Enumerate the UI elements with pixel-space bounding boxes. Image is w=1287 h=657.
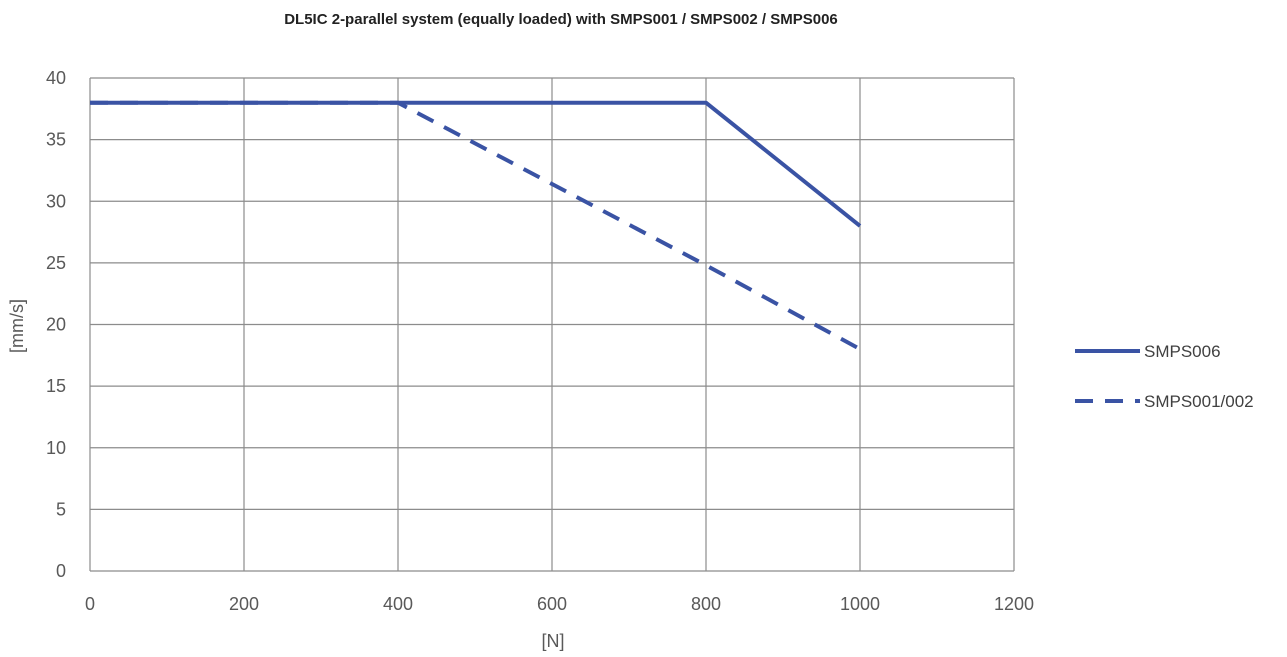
x-tick-label: 0 (85, 594, 95, 614)
y-tick-label: 10 (46, 438, 66, 458)
x-tick-label: 600 (537, 594, 567, 614)
y-tick-label: 25 (46, 253, 66, 273)
y-tick-label: 30 (46, 191, 66, 211)
x-tick-label: 800 (691, 594, 721, 614)
y-tick-label: 15 (46, 376, 66, 396)
y-tick-label: 20 (46, 315, 66, 335)
y-tick-label: 40 (46, 68, 66, 88)
y-tick-label: 35 (46, 130, 66, 150)
series-line-smps006 (90, 103, 860, 226)
legend: SMPS006 SMPS001/002 (1075, 342, 1254, 411)
y-tick-label: 0 (56, 561, 66, 581)
x-tick-label: 400 (383, 594, 413, 614)
y-tick-label: 5 (56, 499, 66, 519)
x-tick-label: 1200 (994, 594, 1034, 614)
x-tick-label: 200 (229, 594, 259, 614)
grid (90, 78, 1014, 571)
x-axis-label: [N] (541, 631, 564, 651)
chart-title: DL5IC 2-parallel system (equally loaded)… (284, 11, 838, 28)
legend-label-smps006: SMPS006 (1144, 342, 1221, 361)
x-tick-label: 1000 (840, 594, 880, 614)
y-axis-label: [mm/s] (7, 299, 27, 353)
legend-label-smps001-002: SMPS001/002 (1144, 392, 1254, 411)
